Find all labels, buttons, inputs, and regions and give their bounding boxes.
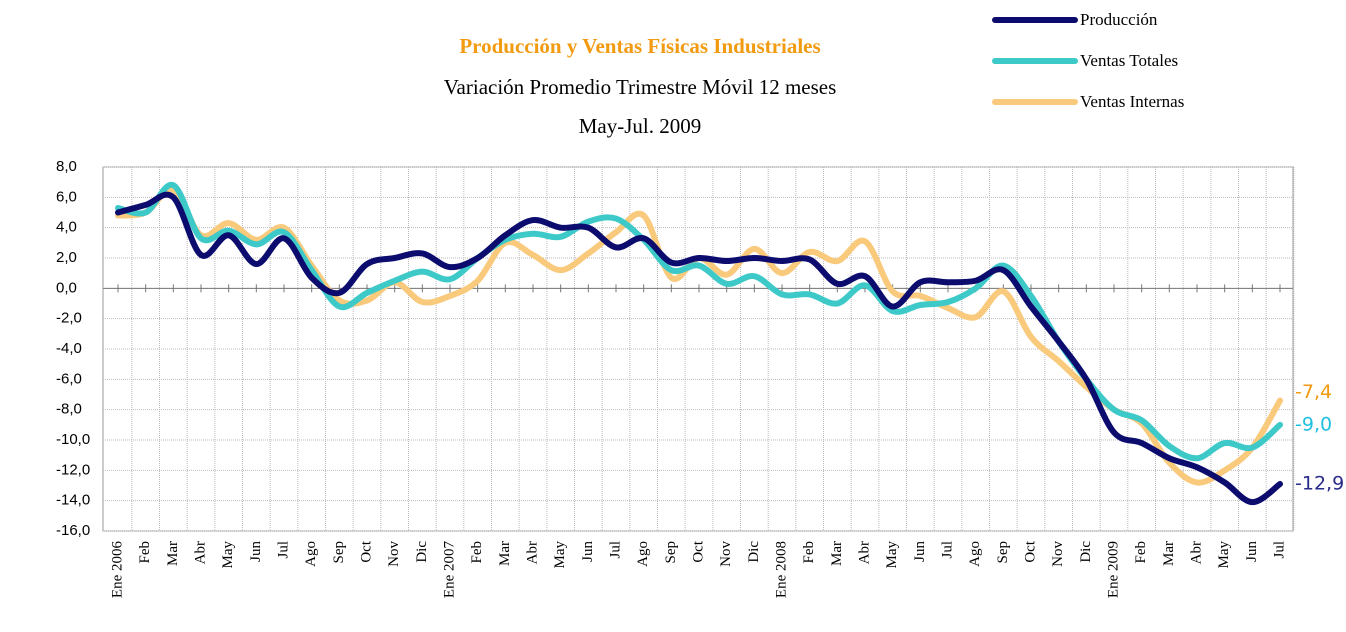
x-tick-label: Feb bbox=[137, 541, 153, 564]
x-tick-label: Mar bbox=[165, 541, 181, 566]
legend-label: Ventas Internas bbox=[1080, 92, 1184, 111]
series-line bbox=[115, 191, 1283, 506]
x-tick-label: Oct bbox=[690, 540, 706, 562]
legend-label: Producción bbox=[1080, 10, 1158, 29]
x-tick-label: Nov bbox=[386, 541, 402, 567]
x-tick-label: Ene 2008 bbox=[773, 541, 789, 598]
x-tick-label: Jun bbox=[248, 541, 264, 562]
x-tick-label: Ene 2007 bbox=[441, 541, 457, 599]
chart-subtitle: Variación Promedio Trimestre Móvil 12 me… bbox=[444, 75, 837, 99]
x-tick-label: Sep bbox=[995, 541, 1011, 564]
chart-title: Producción y Ventas Físicas Industriales bbox=[459, 34, 820, 58]
x-tick-label: Feb bbox=[801, 541, 817, 564]
x-tick-label: May bbox=[552, 541, 568, 569]
x-tick-label: Sep bbox=[331, 541, 347, 564]
x-tick-label: Jun bbox=[580, 541, 596, 562]
x-tick-label: Nov bbox=[718, 541, 734, 567]
y-tick-label: -16,0 bbox=[56, 522, 90, 539]
x-tick-label: Oct bbox=[1022, 540, 1038, 562]
x-tick-label: Nov bbox=[1050, 541, 1066, 567]
grid bbox=[102, 166, 1295, 532]
y-tick-label: 4,0 bbox=[56, 219, 77, 236]
legend-label: Ventas Totales bbox=[1080, 51, 1178, 70]
y-tick-label: -10,0 bbox=[56, 431, 90, 448]
x-tick-label: Jul bbox=[939, 541, 955, 559]
x-tick-label: Mar bbox=[497, 541, 513, 566]
x-tick-label: Dic bbox=[414, 541, 430, 563]
x-tick-label: Jul bbox=[1271, 541, 1287, 559]
x-tick-label: Ago bbox=[303, 541, 319, 567]
x-tick-label: Abr bbox=[524, 541, 540, 564]
x-tick-label: Mar bbox=[829, 541, 845, 566]
x-tick-label: Abr bbox=[1188, 541, 1204, 564]
series-line bbox=[115, 186, 1283, 486]
x-tick-label: Ene 2009 bbox=[1105, 541, 1121, 598]
x-tick-label: Sep bbox=[663, 541, 679, 564]
end-label: -7,4 bbox=[1295, 381, 1332, 403]
x-tick-label: Feb bbox=[1133, 541, 1149, 564]
y-tick-label: 8,0 bbox=[56, 158, 77, 175]
x-tick-label: Jun bbox=[1244, 541, 1260, 562]
y-tick-label: -8,0 bbox=[56, 401, 82, 418]
x-tick-label: Dic bbox=[746, 541, 762, 563]
x-tick-label: Ago bbox=[967, 541, 983, 567]
y-tick-label: -4,0 bbox=[56, 340, 82, 357]
y-tick-label: 0,0 bbox=[56, 279, 77, 296]
y-tick-label: -6,0 bbox=[56, 370, 82, 387]
y-tick-label: 2,0 bbox=[56, 249, 77, 266]
x-tick-label: Dic bbox=[1078, 541, 1094, 563]
end-label: -12,9 bbox=[1295, 472, 1344, 494]
chart-period: May-Jul. 2009 bbox=[579, 114, 702, 138]
x-tick-label: Ago bbox=[635, 541, 651, 567]
x-tick-label: May bbox=[884, 541, 900, 569]
x-tick-label: Abr bbox=[192, 541, 208, 564]
x-tick-label: May bbox=[220, 541, 236, 569]
x-tick-label: Jul bbox=[607, 541, 623, 559]
x-tick-label: Jul bbox=[275, 541, 291, 559]
y-tick-label: -2,0 bbox=[56, 310, 82, 327]
lines bbox=[115, 181, 1283, 506]
x-tick-label: Oct bbox=[358, 540, 374, 562]
x-tick-label: Feb bbox=[469, 541, 485, 564]
y-tick-label: -12,0 bbox=[56, 461, 90, 478]
y-tick-label: 6,0 bbox=[56, 188, 77, 205]
y-tick-label: -14,0 bbox=[56, 492, 90, 509]
x-tick-label: Mar bbox=[1161, 541, 1177, 566]
x-tick-label: Ene 2006 bbox=[109, 541, 125, 599]
end-label: -9,0 bbox=[1295, 413, 1332, 435]
x-tick-label: Abr bbox=[856, 541, 872, 564]
x-tick-label: May bbox=[1216, 541, 1232, 569]
x-tick-label: Jun bbox=[912, 541, 928, 562]
